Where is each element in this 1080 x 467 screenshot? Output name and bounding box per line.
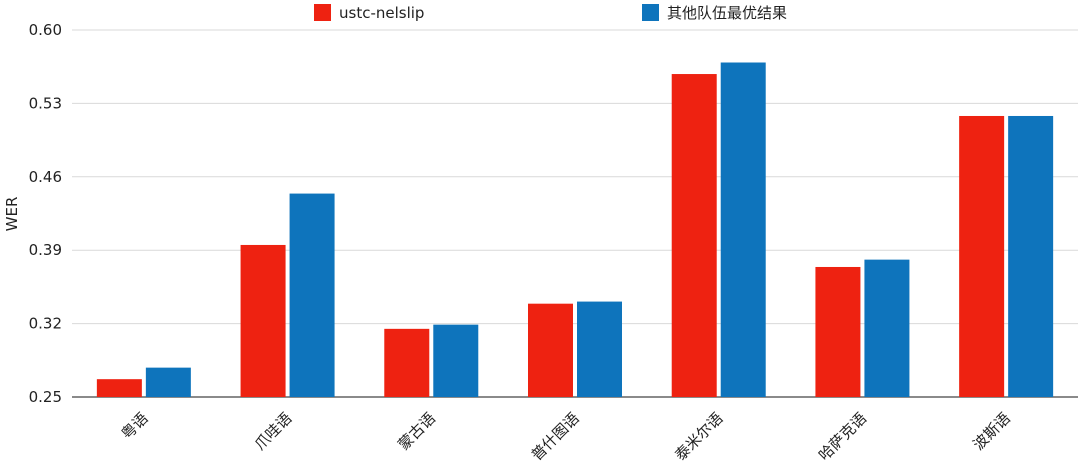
- bar-other-best-2: [433, 324, 479, 397]
- x-tick-label: 波斯语: [969, 409, 1014, 454]
- legend-label: 其他队伍最优结果: [667, 4, 787, 22]
- legend: ustc-nelslip 其他队伍最优结果: [314, 4, 787, 22]
- bar-other-best-5: [864, 259, 910, 397]
- y-tick-label: 0.60: [29, 21, 62, 39]
- y-tick-label: 0.46: [29, 168, 62, 186]
- bar-ustc-nelslip-0: [96, 379, 142, 397]
- legend-label: ustc-nelslip: [339, 4, 424, 22]
- grid-layer: [72, 29, 1078, 398]
- bar-other-best-6: [1008, 115, 1054, 398]
- bar-ustc-nelslip-5: [815, 266, 861, 397]
- legend-swatch: [642, 4, 659, 21]
- bar-ustc-nelslip-3: [528, 303, 573, 397]
- bar-other-best-4: [720, 62, 766, 398]
- x-axis: 粤语 爪哇语 蒙古语 普什图语 泰米尔语 哈萨克语 波斯语: [118, 409, 1014, 464]
- y-tick-label: 0.53: [29, 94, 62, 112]
- x-tick-label: 粤语: [118, 409, 152, 443]
- x-tick-label: 普什图语: [528, 409, 583, 464]
- legend-swatch: [314, 4, 331, 21]
- y-axis-title: WER: [3, 197, 21, 232]
- bar-other-best-3: [577, 301, 622, 397]
- y-tick-label: 0.39: [29, 241, 62, 259]
- bar-ustc-nelslip-1: [240, 244, 286, 397]
- x-tick-label: 爪哇语: [251, 409, 296, 454]
- y-tick-label: 0.32: [29, 315, 62, 333]
- bar-other-best-0: [145, 367, 191, 397]
- bar-ustc-nelslip-2: [384, 328, 430, 397]
- x-tick-label: 哈萨克语: [815, 409, 870, 464]
- y-axis: 0.25 0.32 0.39 0.46 0.53 0.60: [29, 21, 62, 406]
- y-tick-label: 0.25: [29, 388, 62, 406]
- bar-other-best-1: [289, 193, 335, 397]
- bar-ustc-nelslip-6: [959, 115, 1005, 398]
- x-tick-label: 蒙古语: [395, 409, 440, 454]
- bars-layer: [96, 62, 1054, 398]
- bar-ustc-nelslip-4: [671, 74, 717, 397]
- x-tick-label: 泰米尔语: [671, 409, 726, 464]
